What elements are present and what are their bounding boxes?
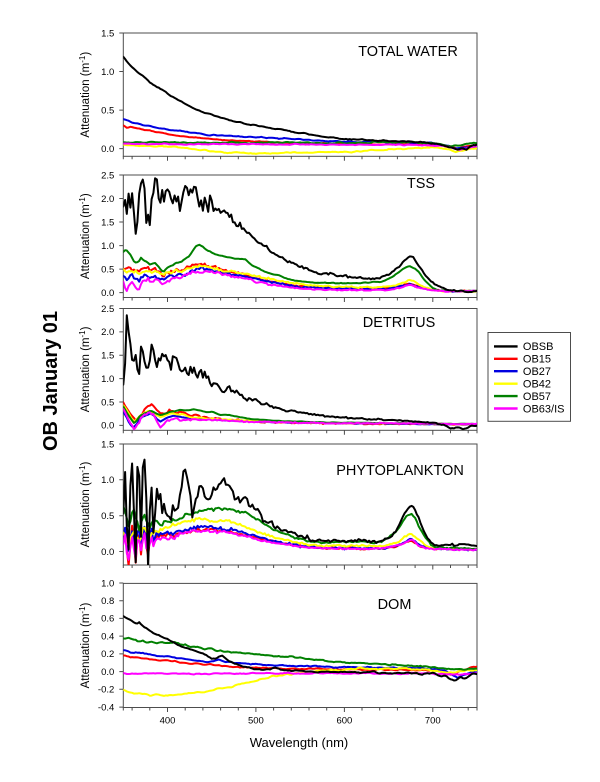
- svg-text:OB57: OB57: [523, 391, 551, 403]
- svg-text:OB January 01: OB January 01: [40, 311, 62, 451]
- svg-text:0.0: 0.0: [101, 144, 114, 155]
- svg-text:OBSB: OBSB: [523, 341, 554, 353]
- svg-text:1.0: 1.0: [101, 578, 114, 589]
- svg-text:TSS: TSS: [407, 176, 435, 192]
- svg-text:1.0: 1.0: [101, 374, 114, 385]
- svg-text:0.0: 0.0: [101, 288, 114, 299]
- svg-text:-0.2: -0.2: [98, 685, 114, 696]
- svg-text:0.5: 0.5: [101, 264, 114, 275]
- svg-text:400: 400: [160, 716, 176, 727]
- svg-text:700: 700: [425, 716, 441, 727]
- svg-text:1.0: 1.0: [101, 241, 114, 252]
- svg-text:2.5: 2.5: [101, 304, 114, 315]
- svg-text:0.5: 0.5: [101, 105, 114, 116]
- svg-text:0.5: 0.5: [101, 397, 114, 408]
- svg-text:Attenuation (m-1): Attenuation (m-1): [78, 461, 92, 547]
- svg-text:0.0: 0.0: [101, 547, 114, 558]
- svg-text:1.5: 1.5: [101, 351, 114, 362]
- svg-text:1.5: 1.5: [101, 439, 114, 450]
- svg-text:OB27: OB27: [523, 366, 551, 378]
- svg-text:2.5: 2.5: [101, 170, 114, 181]
- svg-text:Attenuation (m-1): Attenuation (m-1): [78, 602, 92, 688]
- svg-text:0.0: 0.0: [101, 667, 114, 678]
- svg-text:2.0: 2.0: [101, 194, 114, 205]
- svg-text:DETRITUS: DETRITUS: [363, 315, 436, 331]
- svg-text:DOM: DOM: [378, 597, 412, 613]
- svg-text:-0.4: -0.4: [98, 702, 114, 713]
- svg-text:Attenuation (m-1): Attenuation (m-1): [78, 52, 92, 138]
- svg-text:0.0: 0.0: [101, 421, 114, 432]
- svg-text:1.5: 1.5: [101, 28, 114, 39]
- svg-text:OB63/IS: OB63/IS: [523, 403, 565, 415]
- svg-text:500: 500: [248, 716, 264, 727]
- svg-text:PHYTOPLANKTON: PHYTOPLANKTON: [336, 463, 464, 479]
- svg-text:1.5: 1.5: [101, 217, 114, 228]
- svg-text:Wavelength (nm): Wavelength (nm): [250, 735, 349, 750]
- svg-text:0.6: 0.6: [101, 614, 114, 625]
- svg-text:0.4: 0.4: [101, 631, 114, 642]
- svg-text:0.5: 0.5: [101, 511, 114, 522]
- svg-text:Attenuation (m-1): Attenuation (m-1): [78, 326, 92, 412]
- svg-text:1.0: 1.0: [101, 475, 114, 486]
- svg-text:Attenuation (m-1): Attenuation (m-1): [78, 193, 92, 279]
- svg-text:1.0: 1.0: [101, 67, 114, 78]
- svg-text:0.8: 0.8: [101, 596, 114, 607]
- svg-text:OB15: OB15: [523, 354, 551, 366]
- svg-text:600: 600: [336, 716, 352, 727]
- svg-text:OB42: OB42: [523, 379, 551, 391]
- svg-text:2.0: 2.0: [101, 327, 114, 338]
- svg-text:0.2: 0.2: [101, 649, 114, 660]
- svg-text:TOTAL WATER: TOTAL WATER: [358, 44, 458, 60]
